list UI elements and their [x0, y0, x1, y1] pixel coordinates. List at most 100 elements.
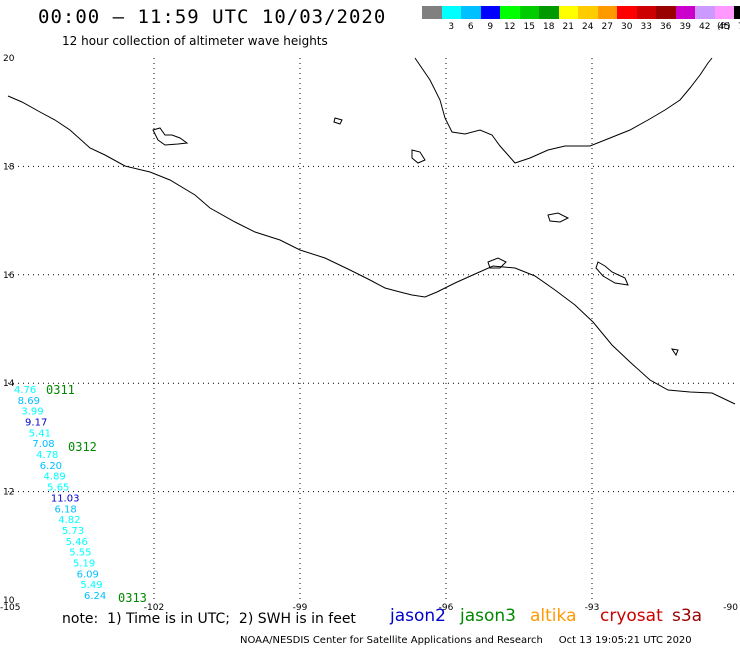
legend-swatch: 18 — [539, 6, 559, 32]
swatch-label: 18 — [543, 22, 555, 32]
legend-swatch: 12 — [500, 6, 520, 32]
island-6 — [333, 117, 343, 125]
swatch-label: 6 — [467, 22, 474, 32]
satellite-legend-item: jason3 — [460, 606, 516, 626]
time-tag-label: 0311 — [46, 383, 75, 397]
swh-value-label: 4.76 — [14, 385, 36, 396]
swh-value-label: 6.18 — [55, 504, 77, 515]
swatch-label: 27 — [601, 22, 613, 32]
swatch-label: 24 — [582, 22, 594, 32]
mexico-pacific-coast — [7, 95, 736, 405]
swh-value-label: 7.08 — [32, 439, 54, 450]
lat-tick-label: 18 — [3, 162, 15, 172]
legend-swatch: 39 — [675, 6, 695, 32]
time-tag-label: 0313 — [118, 591, 147, 605]
island-7 — [670, 348, 679, 357]
satellite-legend-item: s3a — [672, 606, 703, 626]
swatch-color — [480, 6, 500, 19]
swatch-color — [519, 6, 539, 19]
legend-swatch: 30 — [617, 6, 637, 32]
legend-swatch: 24 — [578, 6, 598, 32]
legend-swatch: 21 — [558, 6, 578, 32]
gulf-coast — [414, 57, 713, 164]
swatch-label: 70 — [738, 22, 740, 32]
swatch-color — [656, 6, 676, 19]
credit-line: NOAA/NESDIS Center for Satellite Applica… — [240, 635, 692, 646]
lon-tick-label: -93 — [585, 603, 600, 613]
legend-swatch: 42 — [695, 6, 715, 32]
coastline — [7, 57, 736, 405]
swatch-label: 3 — [448, 22, 455, 32]
longitude-labels: -105 -102 -99 -96 -93 -90 — [0, 603, 738, 613]
legend-swatch: 6 — [461, 6, 481, 32]
observations: 4.768.693.999.175.417.084.786.204.895.65… — [14, 385, 106, 602]
unit-label: (ft) — [717, 22, 731, 32]
swh-value-label: 6.24 — [84, 591, 106, 602]
swatch-color — [714, 6, 734, 19]
satellite-legend-item: jason2 — [390, 606, 446, 626]
swh-value-label: 5.46 — [66, 537, 88, 548]
swh-value-label: 11.03 — [51, 493, 80, 504]
swatch-label: 42 — [699, 22, 711, 32]
lat-tick-label: 12 — [3, 488, 14, 498]
swatch-label: 21 — [562, 22, 574, 32]
swh-value-label: 5.49 — [80, 580, 102, 591]
swatch-color — [617, 6, 637, 19]
lon-tick-label: -99 — [293, 603, 308, 613]
island-2 — [152, 127, 189, 146]
swatch-label: 9 — [487, 22, 494, 32]
swh-value-label: 8.69 — [18, 396, 40, 407]
lon-tick-label: -102 — [144, 603, 164, 613]
island-5 — [487, 257, 507, 269]
satellite-legend-item: cryosat — [600, 606, 663, 626]
swatch-label: 15 — [523, 22, 535, 32]
graticule — [8, 58, 738, 600]
time-tags: 0311 0312 0313 — [46, 383, 147, 605]
swatch-color — [578, 6, 598, 19]
swatch-color — [422, 6, 442, 19]
swatch-color — [539, 6, 559, 19]
swh-value-label: 5.73 — [62, 526, 84, 537]
swatch-color — [558, 6, 578, 19]
latitude-labels: 20 18 16 14 12 10 — [3, 54, 15, 606]
swh-value-label: 4.78 — [36, 450, 58, 461]
lat-tick-label: 20 — [3, 54, 15, 64]
lat-tick-label: 14 — [3, 379, 15, 389]
island-4 — [595, 261, 629, 286]
swh-value-label: 3.99 — [21, 407, 43, 418]
lat-tick-label: 16 — [3, 271, 15, 281]
swh-value-label: 5.41 — [29, 428, 51, 439]
swh-value-label: 6.20 — [40, 461, 62, 472]
legend-swatch: 45 — [714, 6, 734, 32]
footer-note: note: 1) Time is in UTC; 2) SWH is in fe… — [62, 611, 356, 627]
legend-swatch: 27 — [597, 6, 617, 32]
legend-swatch: 15 — [519, 6, 539, 32]
swatch-color — [636, 6, 656, 19]
lon-tick-label: -105 — [0, 603, 20, 613]
time-tag-label: 0312 — [68, 440, 97, 454]
legend-swatch: 9 — [480, 6, 500, 32]
legend-swatch: 33 — [636, 6, 656, 32]
island-1 — [411, 149, 426, 164]
chart-title: 00:00 – 11:59 UTC 10/03/2020 — [38, 6, 387, 28]
swatch-color — [734, 6, 740, 19]
lat-tick-label: 10 — [3, 596, 15, 606]
chart-subtitle: 12 hour collection of altimeter wave hei… — [62, 34, 328, 48]
swh-value-label: 4.82 — [58, 515, 80, 526]
swh-value-label: 5.65 — [47, 483, 69, 494]
swatch-color — [675, 6, 695, 19]
swh-value-label: 5.55 — [69, 548, 91, 559]
legend-swatch: 3 — [441, 6, 461, 32]
swatch-label: 12 — [504, 22, 516, 32]
swatch-label: 33 — [640, 22, 652, 32]
lon-tick-label: -96 — [439, 603, 454, 613]
swh-value-label: 5.19 — [73, 558, 95, 569]
swh-value-label: 4.89 — [43, 472, 65, 483]
swatch-color — [441, 6, 461, 19]
color-legend: 36912151821242730333639424570 — [422, 6, 740, 32]
lon-tick-label: -90 — [723, 603, 738, 613]
legend-swatch: 36 — [656, 6, 676, 32]
swatch-color — [597, 6, 617, 19]
swatch-color — [695, 6, 715, 19]
